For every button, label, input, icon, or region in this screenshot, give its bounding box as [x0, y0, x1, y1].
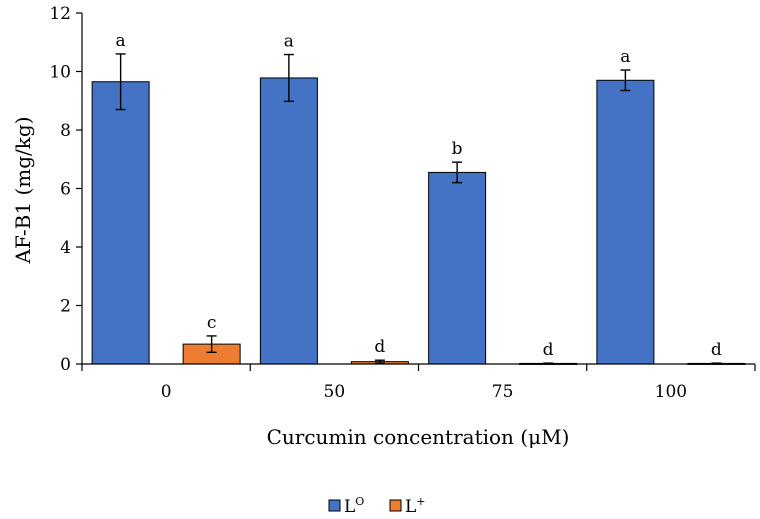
- letter-series1-50: a: [284, 32, 294, 52]
- letter-series1-0: a: [116, 31, 126, 51]
- x-tick-label-1: 50: [324, 382, 346, 402]
- y-tick-label-3: 6: [60, 180, 71, 200]
- letter-series2-50: d: [374, 337, 385, 357]
- legend: LO L+: [328, 495, 426, 517]
- y-tick-label-5: 10: [49, 63, 71, 83]
- x-tick-labels: 0 50 75 100: [81, 364, 756, 402]
- letter-series2-0: c: [207, 313, 217, 333]
- letter-series2-75: d: [543, 340, 554, 360]
- x-tick-label-0: 0: [161, 382, 172, 402]
- letter-series1-100: a: [620, 47, 630, 67]
- y-axis-title: AF-B1 (mg/kg): [11, 117, 35, 265]
- bars: [91, 77, 746, 365]
- y-tick-labels: 0 2 4 6 8 10 12: [49, 4, 82, 375]
- significance-letters: a a b a c d d d: [116, 31, 722, 360]
- y-tick-label-4: 8: [60, 121, 71, 141]
- legend-label-series-2: L+: [405, 495, 426, 517]
- y-tick-label-2: 4: [60, 238, 71, 258]
- y-tick-label-6: 12: [49, 4, 71, 24]
- legend-swatch-series-1: [328, 499, 341, 512]
- x-tick-label-2: 75: [492, 382, 514, 402]
- x-tick-label-3: 100: [655, 382, 687, 402]
- bar-series1-75: [428, 171, 487, 365]
- y-tick-label-1: 2: [60, 297, 71, 317]
- bar-series1-0: [91, 81, 150, 365]
- legend-label-series-1: LO: [344, 495, 364, 517]
- letter-series2-100: d: [711, 340, 722, 360]
- bar-series1-100: [596, 79, 655, 365]
- y-tick-label-0: 0: [60, 355, 71, 375]
- bar-series1-50: [259, 77, 318, 365]
- legend-swatch-series-2: [389, 499, 402, 512]
- letter-series1-75: b: [452, 139, 463, 159]
- x-axis-title: Curcumin concentration (μM): [267, 425, 570, 449]
